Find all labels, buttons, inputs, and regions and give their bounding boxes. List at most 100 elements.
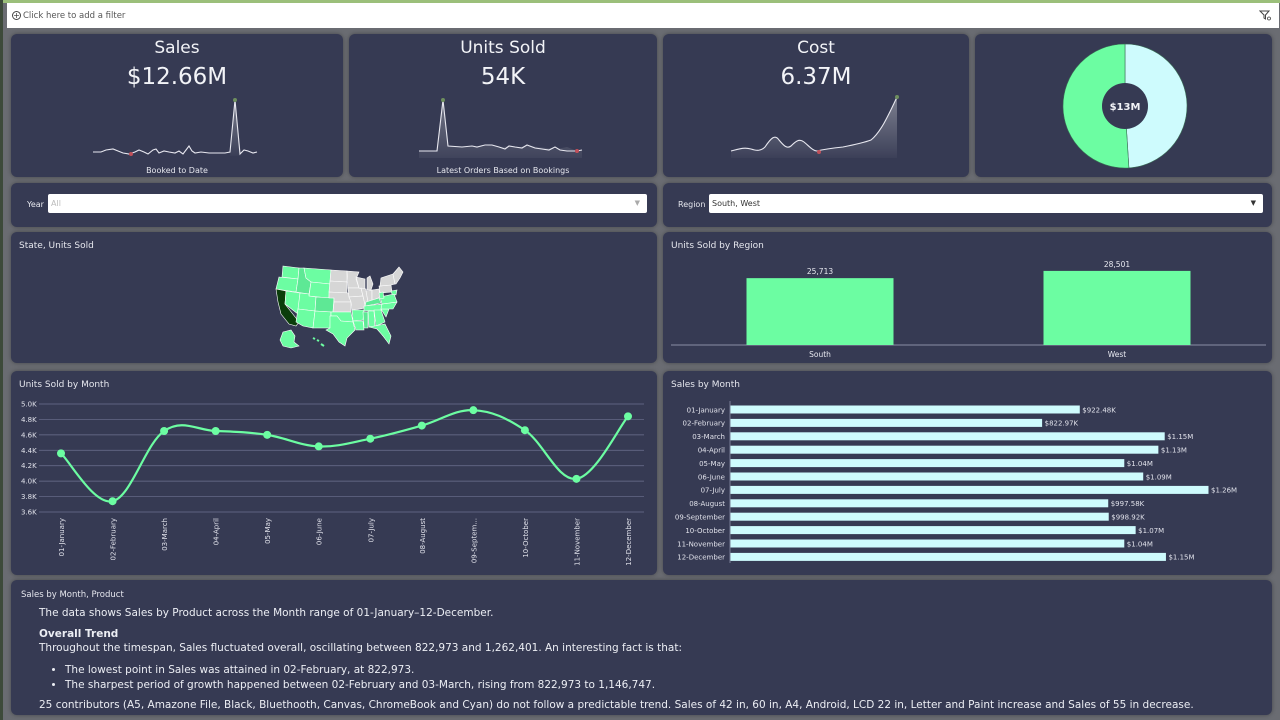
state-tx[interactable] (325, 315, 356, 347)
state-la[interactable] (352, 320, 365, 331)
chevron-down-icon[interactable]: ▼ (1250, 199, 1256, 207)
kpi-units-card[interactable]: Units Sold 54K Latest Orders Based on Bo… (349, 34, 657, 177)
state-md-de[interactable] (390, 289, 398, 296)
units-by-month-chart: 3.6K 3.8K 4.0K 4.2K 4.4K 4.6K 4.8K 5.0K 01-Janu… (21, 401, 644, 566)
line-point-09-septem[interactable] (469, 406, 478, 415)
region-bar-west[interactable] (1043, 270, 1191, 345)
line-xtick-label: 12-December (625, 518, 633, 566)
line-point-02-february[interactable] (108, 497, 117, 506)
hbar-bar-09-september[interactable] (730, 512, 1109, 521)
line-point-07-july[interactable] (366, 434, 375, 443)
hbar-bar-08-august[interactable] (730, 499, 1109, 508)
line-xtick-label: 11-November (573, 518, 581, 566)
year-filter-value: All (51, 199, 61, 208)
hbar-chart-title: Sales by Month (671, 380, 740, 390)
hbar-bar-10-october[interactable] (730, 526, 1136, 535)
donut-segment-green[interactable] (1062, 43, 1130, 169)
sales-by-month-chart: 01-January $922.48K 02-February $822.97K 03-… (675, 401, 1237, 563)
state-ak[interactable] (279, 329, 300, 349)
state-map-panel: State, Units Sold (11, 232, 657, 363)
hbar-category-label: 09-September (675, 514, 725, 522)
region-filter-select[interactable]: South, West ▼ (709, 194, 1263, 213)
state-ky[interactable] (364, 297, 382, 307)
state-nm[interactable] (312, 310, 332, 329)
state-nd[interactable] (329, 269, 348, 283)
cost-spark-max-marker (895, 95, 899, 99)
line-ytick-label: 4.2K (21, 462, 37, 470)
hbar-bar-04-april[interactable] (730, 445, 1159, 454)
line-point-10-october[interactable] (520, 426, 529, 435)
line-point-08-august[interactable] (417, 421, 426, 430)
state-mi[interactable] (366, 275, 374, 291)
hbar-bar-02-february[interactable] (730, 418, 1043, 427)
hbar-value-label: $1.04M (1127, 460, 1153, 468)
line-point-11-november[interactable] (572, 474, 581, 483)
state-ms[interactable] (362, 311, 369, 329)
hbar-value-label: $1.13M (1161, 447, 1187, 455)
window-top-border (3, 0, 1280, 3)
narrative-title: Sales by Month, Product (21, 590, 124, 600)
hbar-value-label: $1.07M (1138, 527, 1164, 535)
narrative-intro: The data shows Sales by Product across t… (39, 607, 494, 619)
line-point-04-april[interactable] (211, 427, 220, 435)
line-ytick-label: 4.8K (21, 416, 37, 424)
us-choropleth-map[interactable] (269, 264, 409, 354)
hbar-bar-03-march[interactable] (730, 432, 1165, 441)
line-point-03-march[interactable] (160, 427, 169, 435)
line-ytick-label: 5.0K (21, 401, 37, 409)
line-point-06-june[interactable] (314, 442, 323, 451)
state-wv[interactable] (378, 291, 385, 300)
line-point-12-december[interactable] (624, 412, 632, 421)
donut-chart[interactable]: $13M (1061, 42, 1189, 170)
line-point-05-may[interactable] (263, 430, 272, 439)
hbar-bar-12-december[interactable] (730, 552, 1166, 561)
plus-circle-icon[interactable]: + (12, 11, 21, 20)
filter-funnel-icon[interactable] (1259, 9, 1271, 21)
hbar-category-label: 04-April (698, 447, 725, 455)
map-title: State, Units Sold (19, 241, 94, 251)
donut-card[interactable]: $13M (975, 34, 1272, 177)
year-filter-select[interactable]: All ▼ (48, 194, 647, 213)
state-co[interactable] (314, 296, 335, 313)
state-new-england[interactable] (392, 266, 404, 285)
kpi-sales-card[interactable]: Sales $12.66M Booked to Date (11, 34, 343, 177)
line-xtick-label: 04-April (213, 518, 221, 545)
state-sd[interactable] (328, 280, 348, 294)
state-al[interactable] (367, 310, 376, 328)
region-bar-south[interactable] (746, 278, 894, 345)
state-hi[interactable] (312, 337, 325, 347)
filter-bar[interactable]: + Click here to add a filter (7, 3, 1279, 28)
state-fl[interactable] (368, 323, 392, 345)
hbar-value-label: $997.58K (1111, 500, 1145, 508)
add-filter-placeholder[interactable]: Click here to add a filter (23, 10, 126, 21)
state-ks[interactable] (332, 301, 352, 313)
line-xtick-label: 09-Septem... (470, 518, 478, 563)
narrative-trend: Throughout the timespan, Sales fluctuate… (39, 642, 682, 654)
line-xtick-label: 05-May (264, 518, 272, 544)
state-wa[interactable] (281, 265, 300, 280)
state-az[interactable] (295, 308, 316, 329)
kpi-cost-value: 6.37M (780, 64, 852, 90)
state-wy[interactable] (308, 281, 331, 299)
state-mo[interactable] (348, 295, 367, 311)
cost-spark-min-marker (817, 150, 821, 154)
state-va[interactable] (379, 293, 398, 305)
sales-by-month-panel: Sales by Month 01-January $922.48K 02-Febr… (663, 371, 1272, 575)
hbar-bar-05-may[interactable] (730, 459, 1125, 468)
region-bar-value-label: 25,713 (807, 267, 833, 276)
state-ar[interactable] (351, 309, 365, 322)
donut-segment-light[interactable] (1124, 43, 1188, 169)
hbar-bar-06-june[interactable] (730, 472, 1144, 481)
state-ny[interactable] (379, 273, 396, 287)
state-ia[interactable] (347, 287, 364, 298)
kpi-cost-card[interactable]: Cost 6.37M (663, 34, 969, 177)
line-point-01-january[interactable] (57, 449, 65, 458)
chevron-down-icon[interactable]: ▼ (634, 199, 640, 207)
hbar-bar-07-july[interactable] (730, 485, 1209, 494)
sales-spark-min-marker (129, 152, 133, 156)
hbar-category-label: 02-February (683, 420, 725, 428)
line-ytick-label: 4.0K (21, 478, 37, 486)
state-ga[interactable] (373, 309, 386, 327)
hbar-bar-11-november[interactable] (730, 539, 1125, 548)
hbar-bar-01-january[interactable] (730, 405, 1080, 414)
